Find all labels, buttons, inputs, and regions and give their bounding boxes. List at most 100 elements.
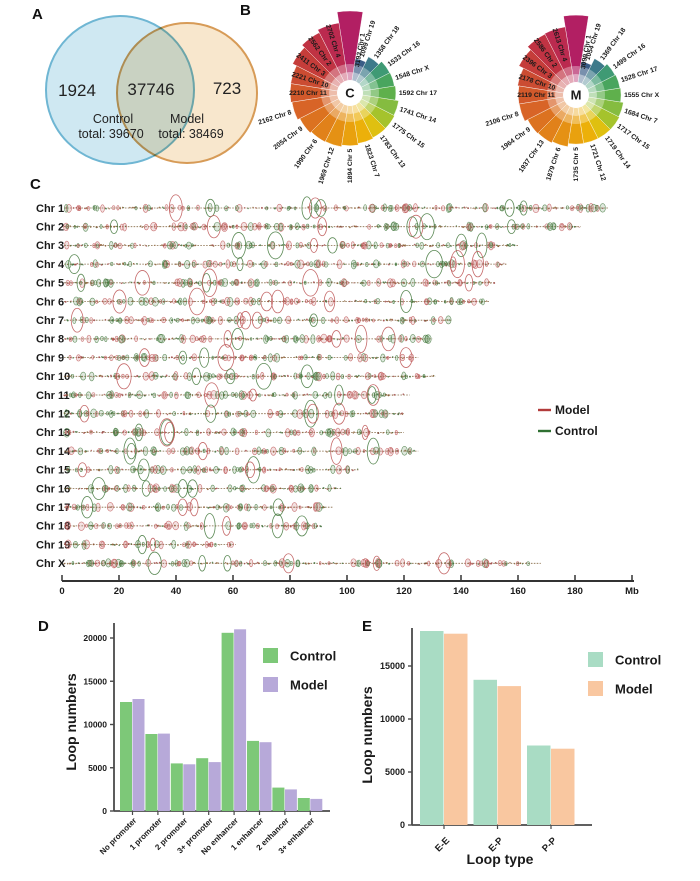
track-dot: [173, 524, 176, 527]
track-dot: [352, 432, 355, 434]
loop-ellipse: [65, 224, 70, 229]
loop-ellipse: [88, 484, 95, 494]
track-dot: [417, 337, 419, 340]
track-dot: [193, 356, 196, 359]
loop-ellipse: [249, 243, 253, 248]
track-dot: [194, 413, 196, 415]
track-dot: [301, 301, 304, 303]
loop-ellipse-large: [366, 384, 380, 406]
track-dot: [110, 374, 112, 377]
loop-ellipse-large: [519, 200, 528, 216]
track-dot: [127, 412, 130, 415]
track-dot: [505, 244, 508, 247]
track-dot: [167, 487, 169, 489]
track-dot: [478, 245, 481, 247]
track-dot: [240, 356, 243, 358]
track-dot: [349, 357, 352, 359]
track-dot: [408, 282, 410, 285]
loop-ellipse-large: [70, 307, 84, 333]
track-dot: [209, 506, 211, 509]
track-dot: [506, 207, 509, 210]
loop-ellipse: [98, 410, 104, 417]
track-dot: [158, 226, 160, 228]
loop-ellipse: [95, 502, 101, 513]
loop-ellipse: [235, 467, 240, 472]
track-dot: [218, 431, 220, 434]
track-dot: [341, 337, 344, 340]
track-dot: [381, 394, 384, 397]
loop-ellipse: [94, 241, 101, 250]
loop-ellipse: [416, 373, 420, 379]
loop-ellipse: [340, 243, 344, 248]
track-dot: [116, 338, 118, 340]
loop-ellipse-large: [68, 254, 81, 274]
track-dot: [108, 263, 110, 265]
track-dot: [256, 524, 258, 526]
rose-sector-label: 2162 Chr 8: [258, 109, 293, 126]
track-dot: [252, 338, 255, 340]
loop-ellipse-large: [134, 423, 144, 442]
track-dot: [143, 207, 145, 209]
track-dot: [190, 430, 192, 433]
loop-ellipse: [195, 465, 201, 475]
track-dot: [140, 468, 143, 471]
track-dot: [274, 338, 276, 340]
track-dot: [253, 449, 256, 452]
track-dot: [129, 563, 131, 565]
track-dot: [277, 319, 279, 322]
rose-sector-label: 1719 Chr 14: [603, 135, 631, 170]
track-dot: [287, 488, 289, 490]
track-dot: [399, 206, 402, 209]
loop-ellipse: [234, 297, 240, 306]
x-tick-label: 60: [228, 586, 239, 597]
loop-ellipse: [291, 502, 298, 512]
track-dot: [158, 469, 161, 471]
loop-ellipse-large: [246, 456, 261, 484]
loop-ellipse: [422, 334, 429, 343]
loop-ellipse: [407, 561, 411, 566]
track-dot: [243, 207, 246, 209]
loop-ellipse-large: [239, 311, 252, 330]
loop-ellipse: [265, 206, 269, 211]
track-dot: [200, 376, 203, 378]
loop-ellipse: [325, 373, 329, 379]
track-dot: [275, 469, 278, 471]
bar: [497, 686, 521, 825]
loop-ellipse: [85, 503, 90, 511]
track-dot: [229, 282, 232, 284]
loop-ellipse: [171, 539, 176, 549]
track-dot: [285, 525, 288, 528]
track-dot: [117, 525, 119, 527]
track-dot: [200, 356, 202, 358]
loop-ellipse: [288, 280, 293, 287]
loop-ellipse: [219, 447, 224, 455]
loop-ellipse: [296, 430, 301, 436]
loop-ellipse: [327, 561, 331, 566]
track-dot: [119, 525, 121, 527]
loop-ellipse: [210, 390, 218, 400]
track-dot: [106, 562, 109, 565]
loop-ellipse: [384, 223, 390, 230]
loop-ellipse: [376, 278, 381, 287]
track-dot: [64, 244, 66, 246]
track-dot: [487, 282, 489, 284]
track-dot: [237, 431, 240, 434]
track-dot: [197, 356, 200, 359]
track-dot: [199, 431, 202, 434]
loop-ellipse-large: [317, 217, 328, 237]
loop-ellipse: [232, 465, 237, 474]
track-dot: [291, 413, 293, 415]
loop-ellipse: [292, 409, 298, 418]
loop-ellipse: [172, 298, 176, 304]
loop-ellipse: [392, 300, 395, 304]
track-dot: [100, 524, 102, 526]
track-dot: [69, 505, 72, 508]
loop-ellipse: [184, 260, 191, 269]
y-tick-label: 10000: [83, 720, 107, 730]
loop-ellipse-large: [406, 216, 419, 238]
loop-ellipse: [327, 354, 332, 361]
y-tick-label: 5000: [385, 767, 405, 777]
bar: [234, 629, 247, 811]
track-dot: [301, 413, 303, 415]
loop-ellipse: [251, 374, 255, 380]
